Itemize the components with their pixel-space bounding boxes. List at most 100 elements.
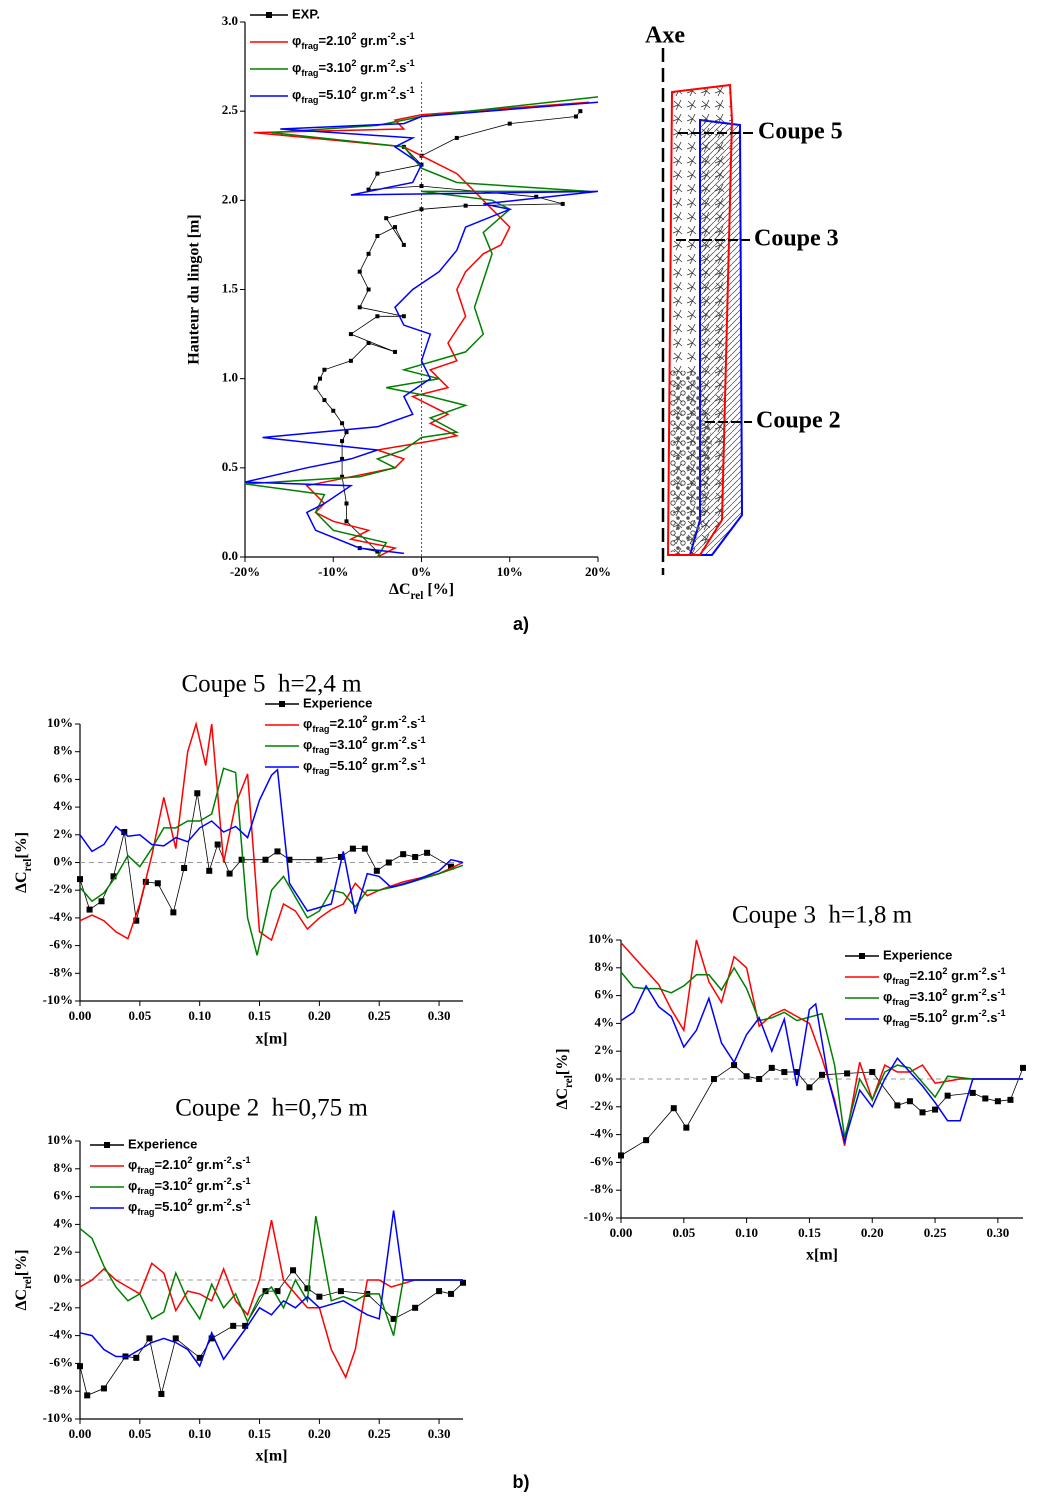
data-point [274, 848, 281, 855]
text-part: =3.10 [910, 989, 943, 1004]
y-tick-label: 2% [54, 1243, 74, 1258]
y-tick-label: 4% [54, 798, 74, 813]
data-point [286, 856, 293, 863]
text-part: =5.10 [330, 758, 363, 773]
legend-label: φfrag=5.102 gr.m-2.s-1 [292, 85, 415, 105]
y-tick-label: 0% [595, 1070, 615, 1085]
y-axis-label: ΔCrel[%] [13, 832, 34, 893]
text-part: [%] [423, 581, 454, 598]
text-part: .s [407, 758, 418, 773]
axis-label: Axe [645, 23, 685, 49]
y-tick-label: -8% [49, 1382, 73, 1397]
data-point [982, 1095, 989, 1102]
data-point [375, 314, 380, 319]
y-tick-label: 2.0 [222, 191, 238, 206]
text-part: 2 [187, 1176, 192, 1186]
text-part: 2 [187, 1197, 192, 1207]
series-line [79, 1269, 464, 1396]
y-tick-label: -10% [584, 1209, 614, 1224]
text-part: -2 [979, 1008, 987, 1018]
text-part: 2 [942, 987, 947, 997]
text-part: .s [396, 87, 407, 102]
y-tick-label: -2% [49, 1299, 73, 1314]
data-point [460, 1279, 466, 1286]
data-point [226, 870, 233, 877]
data-point [146, 1335, 153, 1342]
x-tick-label: 0.05 [672, 1225, 695, 1240]
data-point [375, 549, 380, 554]
data-point [819, 1071, 825, 1078]
legend-marker [266, 12, 272, 18]
text-part: φ [883, 1010, 892, 1025]
text-part: [%] [13, 832, 30, 859]
data-point [206, 867, 213, 874]
series-line [244, 101, 599, 555]
x-tick-label: 0.20 [308, 1426, 331, 1441]
text-part: -1 [417, 756, 425, 766]
legend-label: φfrag=2.102 gr.m-2.s-1 [883, 966, 1006, 986]
text-part: =2.10 [155, 1157, 188, 1172]
legend-marker [279, 701, 285, 707]
text-part: gr.m [356, 60, 387, 75]
y-tick-label: 6% [595, 987, 615, 1002]
text-part: -1 [242, 1197, 250, 1207]
legend-label: φfrag=2.102 gr.m-2.s-1 [292, 31, 415, 51]
x-tick-label: 0% [412, 564, 432, 579]
data-point [110, 873, 117, 880]
text-part: frag [301, 95, 318, 105]
ingot-diagram: Axe Coupe 5 Coupe 3 Coupe 2 [645, 23, 843, 575]
data-point [869, 1069, 876, 1076]
chart: -20% -10% 0% 10% 20% 0.0 0.5 1.0 1.5 2.0 2.5 3.0 EXP… [186, 6, 611, 601]
text-part: =2.10 [910, 968, 943, 983]
data-point [412, 853, 419, 860]
text-part: φ [303, 758, 312, 773]
y-tick-label: -4% [49, 1327, 73, 1342]
data-point [331, 408, 336, 413]
data-point [373, 867, 380, 874]
x-tick-label: 0.30 [428, 1008, 451, 1023]
series-line [79, 767, 464, 956]
data-point [401, 242, 406, 247]
chart-title: Coupe 3 h=1,8 m [732, 902, 913, 929]
text-part: .s [396, 33, 407, 48]
data-point [366, 251, 371, 256]
text-part: -1 [242, 1176, 250, 1186]
data-point [337, 853, 344, 860]
series-line [620, 939, 1023, 1146]
text-part: -1 [997, 987, 1005, 997]
legend-label: φfrag=3.102 gr.m-2.s-1 [303, 735, 426, 755]
series-line [79, 721, 464, 942]
legend-label: φfrag=5.102 gr.m-2.s-1 [128, 1197, 251, 1217]
text-part: φ [128, 1157, 137, 1172]
data-point [768, 1064, 775, 1071]
data-point [316, 1293, 323, 1300]
x-tick-label: 10% [497, 564, 523, 579]
series-line [79, 1215, 463, 1336]
data-point [158, 1390, 165, 1397]
data-point [100, 1385, 107, 1392]
data-point [424, 849, 431, 856]
data-point [969, 1089, 976, 1096]
y-tick-label: 8% [595, 959, 615, 974]
y-axis-label: Hauteur du lingot [m] [186, 214, 203, 364]
text-part: -2 [388, 85, 396, 95]
text-part: rel [563, 1075, 575, 1088]
y-tick-label: 10% [47, 715, 73, 730]
legend-marker [859, 953, 865, 959]
data-point [643, 1137, 650, 1144]
legend-label: φfrag=2.102 gr.m-2.s-1 [303, 714, 426, 734]
data-point [340, 474, 345, 479]
text-part: -2 [399, 735, 407, 745]
data-point [181, 865, 188, 872]
data-point [304, 1285, 311, 1292]
data-point [1020, 1064, 1026, 1071]
y-tick-label: -6% [49, 937, 73, 952]
data-point [84, 1392, 91, 1399]
text-part: gr.m [192, 1178, 223, 1193]
text-part: frag [312, 724, 329, 734]
text-part: frag [301, 41, 318, 51]
data-point [793, 1069, 800, 1076]
text-part: frag [301, 68, 318, 78]
data-point [710, 1076, 717, 1082]
text-part: [%] [13, 1249, 30, 1276]
